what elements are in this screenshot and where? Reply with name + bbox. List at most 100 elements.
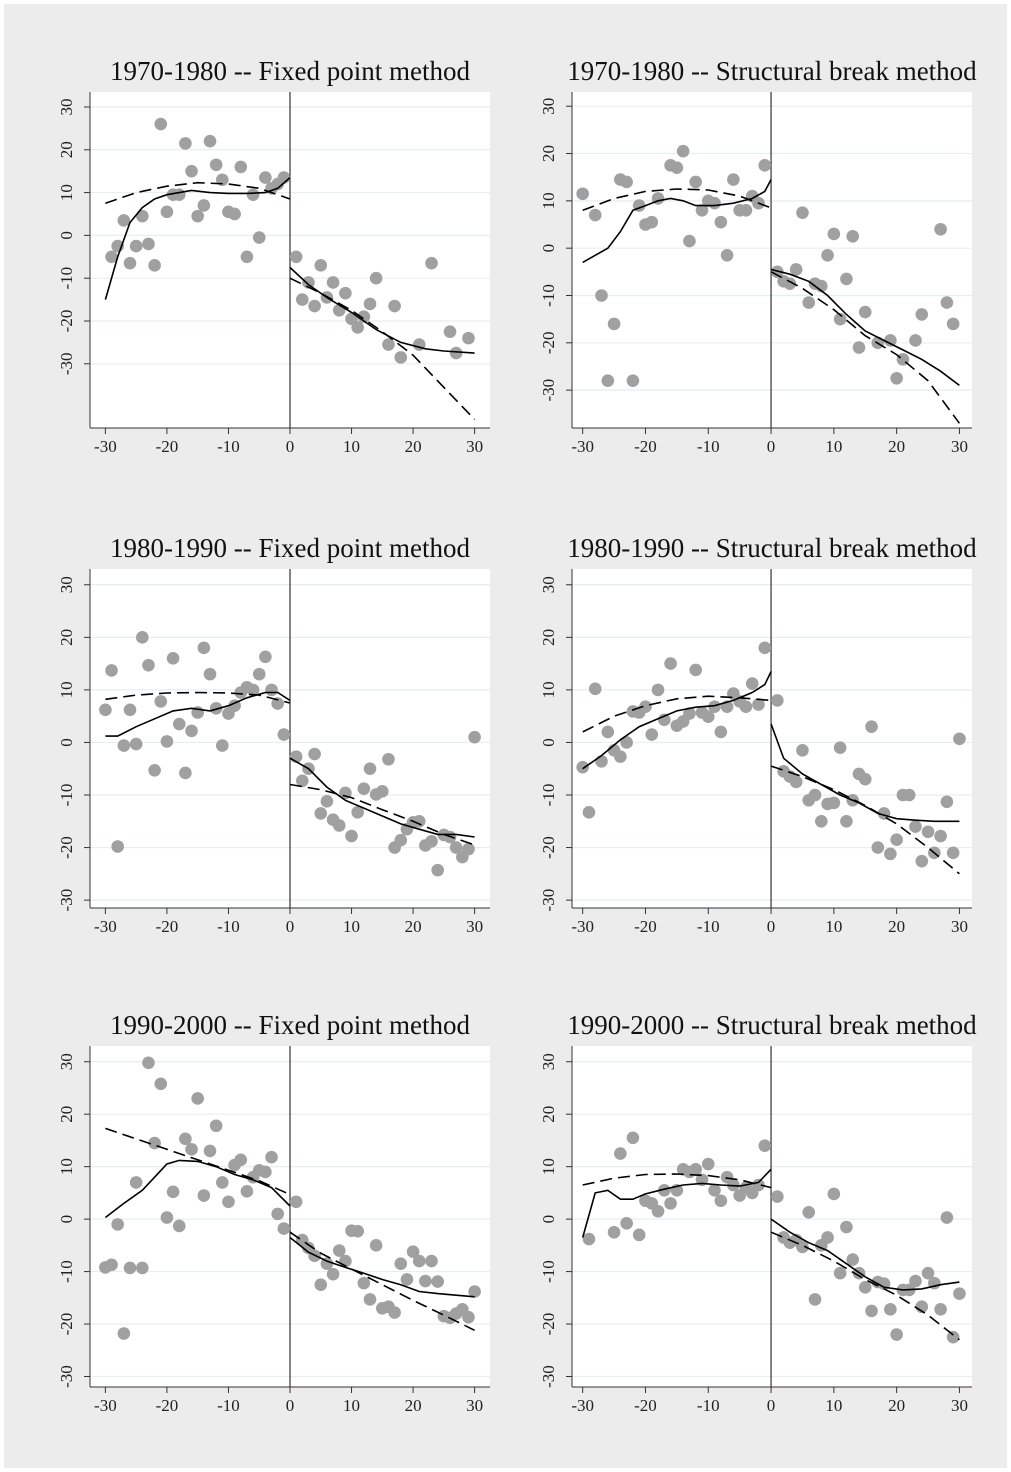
y-tick-label: 20 — [57, 1106, 76, 1123]
point — [240, 1185, 254, 1198]
y-tick-label: 0 — [57, 738, 76, 747]
point — [172, 188, 186, 202]
x-tick-label: -10 — [217, 437, 240, 456]
point — [123, 703, 137, 717]
point — [277, 728, 291, 741]
point — [166, 652, 180, 665]
point — [468, 1285, 481, 1298]
point — [289, 250, 303, 264]
point — [172, 1219, 186, 1233]
point — [601, 725, 615, 739]
point — [142, 1056, 155, 1070]
point — [840, 1220, 853, 1234]
point — [105, 250, 118, 264]
solid-line — [581, 1168, 960, 1291]
solid-line — [104, 176, 475, 354]
point — [664, 1197, 677, 1210]
point — [877, 1277, 891, 1290]
point — [614, 1147, 627, 1160]
point — [670, 161, 684, 175]
panel-title: 1970-1980 -- Fixed point method — [110, 56, 470, 86]
y-tick-label: 20 — [539, 145, 558, 162]
point — [865, 1304, 878, 1318]
point — [946, 317, 960, 331]
point — [394, 833, 408, 847]
y-tick-label: 30 — [57, 1053, 76, 1070]
point — [351, 1224, 364, 1238]
point — [468, 730, 481, 744]
point — [645, 215, 659, 229]
point — [123, 1261, 137, 1275]
point — [921, 825, 935, 839]
point — [271, 1207, 284, 1221]
y-tick-label: 10 — [539, 681, 558, 698]
point — [449, 346, 463, 360]
panel-title: 1980-1990 -- Fixed point method — [110, 533, 470, 563]
point — [351, 321, 364, 334]
point — [909, 820, 922, 833]
panel: 1990-2000 -- Fixed point method -30 -20 -10… — [57, 1010, 490, 1415]
point — [185, 164, 198, 178]
point — [595, 755, 608, 768]
y-tick-label: -20 — [539, 836, 558, 859]
point — [582, 806, 596, 819]
point — [934, 222, 947, 236]
x-tick-label: 30 — [466, 1396, 483, 1415]
point — [921, 1266, 935, 1280]
dashed-line — [105, 691, 475, 846]
point — [363, 297, 377, 311]
dashed-line — [582, 1173, 960, 1341]
point — [676, 144, 690, 158]
dashed-line — [582, 695, 960, 875]
point — [689, 1162, 703, 1176]
point — [332, 819, 346, 832]
point — [142, 658, 155, 672]
y-tick-label: 0 — [57, 1215, 76, 1224]
point — [626, 374, 640, 387]
point — [136, 209, 149, 223]
point — [664, 657, 677, 670]
y-tick-label: -20 — [57, 836, 76, 859]
point — [259, 1165, 272, 1179]
point — [419, 1274, 432, 1288]
point — [406, 1245, 420, 1258]
point — [136, 631, 149, 644]
point — [739, 204, 753, 217]
point — [209, 701, 223, 715]
point — [727, 173, 740, 186]
point — [708, 1183, 721, 1197]
y-tick-label: -30 — [539, 1365, 558, 1388]
point — [701, 1157, 715, 1171]
point — [154, 117, 168, 131]
point — [827, 227, 841, 241]
point — [357, 1276, 371, 1290]
point — [651, 1204, 665, 1218]
panel: 1990-2000 -- Structural break method-30-… — [539, 1010, 977, 1415]
y-tick-label: 10 — [539, 192, 558, 209]
x-tick-label: 20 — [888, 1396, 905, 1415]
point — [246, 188, 260, 202]
point — [394, 351, 408, 364]
point — [172, 717, 186, 731]
point — [783, 277, 797, 290]
point — [858, 305, 872, 319]
point — [252, 667, 266, 681]
y-tick-label: 10 — [57, 184, 76, 201]
point — [758, 641, 772, 655]
point — [246, 683, 260, 697]
point — [614, 750, 627, 763]
plot-area — [572, 92, 972, 428]
x-tick-label: -30 — [94, 917, 117, 936]
point — [639, 700, 652, 714]
y-tick-label: 0 — [57, 231, 76, 240]
x-tick-label: -30 — [571, 917, 594, 936]
x-tick-label: 0 — [767, 1396, 776, 1415]
point — [796, 1240, 809, 1254]
x-tick-label: 30 — [951, 1396, 968, 1415]
point — [166, 1185, 180, 1199]
point — [431, 863, 444, 877]
point — [388, 299, 401, 313]
point — [191, 209, 204, 223]
y-tick-label: -20 — [57, 310, 76, 333]
point — [216, 1176, 229, 1189]
